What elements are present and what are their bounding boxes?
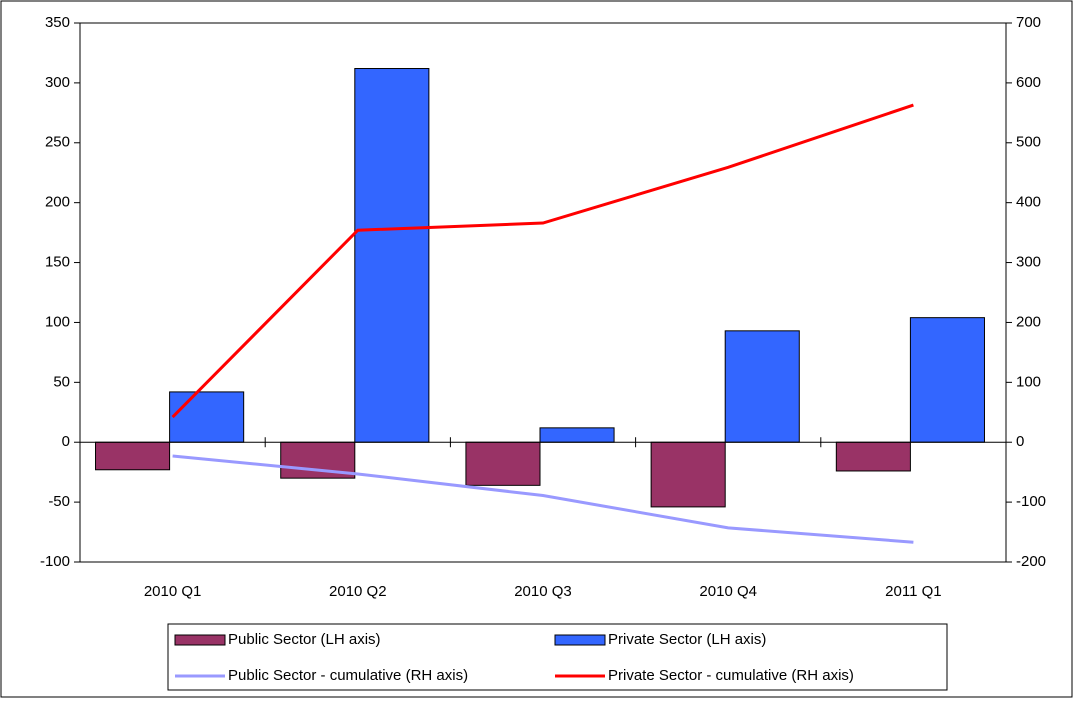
- bar: [909, 317, 985, 443]
- bar: [169, 391, 245, 443]
- y2-tick-label: 600: [1016, 74, 1041, 91]
- x-tick-label: 2010 Q2: [329, 583, 387, 600]
- x-tick-label: 2010 Q1: [144, 583, 202, 600]
- y2-tick-label: 100: [1016, 373, 1041, 390]
- bar: [650, 441, 726, 508]
- y2-tick-label: -100: [1016, 493, 1046, 510]
- bar: [724, 330, 800, 443]
- y-tick-label: 50: [53, 373, 70, 390]
- y-tick-label: 0: [62, 433, 70, 450]
- y2-tick-label: 300: [1016, 254, 1041, 271]
- y-tick-label: -100: [40, 553, 70, 570]
- y-tick-label: 100: [45, 313, 70, 330]
- y2-tick-label: 500: [1016, 134, 1041, 151]
- bar: [465, 441, 541, 486]
- legend-label: Private Sector - cumulative (RH axis): [608, 667, 854, 684]
- legend-swatch: [174, 634, 226, 646]
- x-tick-label: 2011 Q1: [885, 583, 941, 600]
- line-series: [171, 103, 914, 419]
- y-tick-label: 250: [45, 134, 70, 151]
- legend-label: Private Sector (LH axis): [608, 631, 766, 648]
- legend-label: Public Sector - cumulative (RH axis): [228, 667, 468, 684]
- y2-tick-label: 200: [1016, 313, 1041, 330]
- y2-tick-label: 700: [1016, 14, 1041, 31]
- y-tick-label: -50: [48, 493, 70, 510]
- y-tick-label: 300: [45, 74, 70, 91]
- bar: [835, 441, 911, 472]
- y-tick-label: 150: [45, 254, 70, 271]
- y-tick-label: 350: [45, 14, 70, 31]
- y2-tick-label: -200: [1016, 553, 1046, 570]
- line-series: [172, 454, 914, 544]
- plot-area: [79, 22, 1007, 563]
- y2-tick-label: 400: [1016, 194, 1041, 211]
- bar: [95, 441, 171, 471]
- y-tick-label: 200: [45, 194, 70, 211]
- legend-swatch: [554, 634, 606, 646]
- y2-tick-label: 0: [1016, 433, 1024, 450]
- x-tick-label: 2010 Q4: [699, 583, 757, 600]
- x-tick-label: 2010 Q3: [514, 583, 572, 600]
- legend-label: Public Sector (LH axis): [228, 631, 381, 648]
- bar: [354, 68, 430, 443]
- bar: [539, 427, 615, 443]
